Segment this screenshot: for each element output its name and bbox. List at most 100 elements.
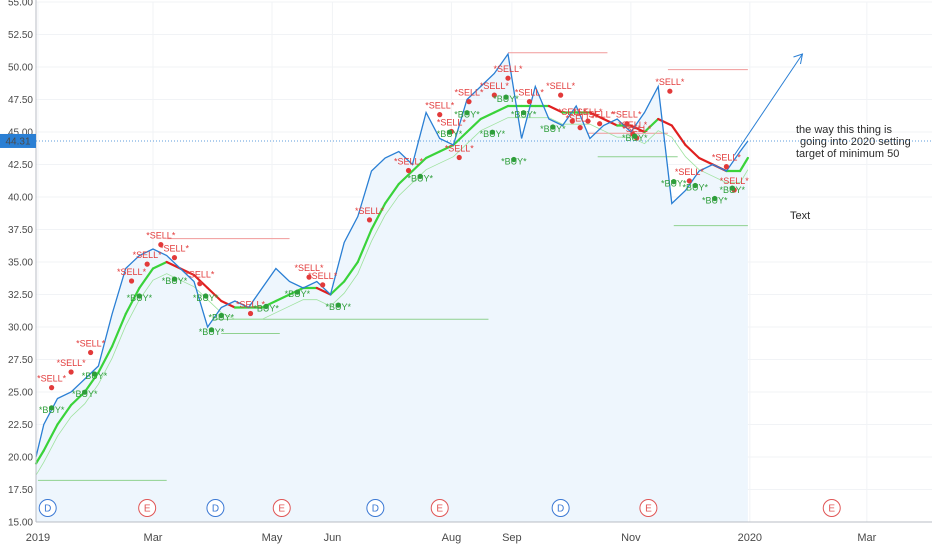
earnings-marker (822, 499, 841, 517)
sell-signal-label: *SELL* (133, 250, 163, 260)
sell-signal-label: *SELL* (573, 107, 603, 117)
buy-signal-label: *BUY* (661, 179, 687, 189)
annotation-text: Text (790, 210, 810, 222)
x-tick-label: Sep (502, 532, 522, 544)
buy-signal-label: *BUY* (209, 313, 235, 323)
buy-dot (550, 124, 556, 130)
moving-average (34, 104, 749, 476)
x-tick-label: Mar (144, 532, 163, 544)
annotation-note-line: the way this thing is (796, 124, 892, 136)
y-tick-label: 47.50 (8, 95, 33, 106)
earnings-marker-label: E (645, 504, 652, 515)
x-tick-label: May (262, 532, 283, 544)
earnings-marker-label: E (436, 504, 443, 515)
sell-dot (577, 125, 583, 131)
sell-signal-label: *SELL* (546, 81, 576, 91)
buy-signal-label: *BUY* (540, 124, 566, 134)
y-tick-label: 25.00 (8, 388, 33, 399)
sell-signal-label: *SELL* (454, 88, 484, 98)
sell-dot (491, 92, 497, 98)
sell-signal-label: *SELL* (720, 176, 750, 186)
x-tick-label: Jun (324, 532, 342, 544)
buy-signal-label: *BUY* (127, 293, 153, 303)
buy-dot (335, 302, 341, 308)
moving-average-segment (629, 124, 646, 134)
moving-average-segment (356, 228, 373, 264)
dividend-marker-label: D (557, 504, 564, 515)
moving-average-segment (588, 111, 605, 121)
sell-dot (247, 310, 254, 317)
buy-signal-label: *BUY* (72, 389, 98, 399)
dividend-marker (366, 499, 385, 517)
sell-dot (624, 121, 630, 127)
moving-average-segment (397, 169, 414, 186)
sell-dot (585, 118, 591, 124)
buy-dot (446, 129, 453, 135)
moving-average-segment (370, 202, 387, 231)
sell-dot (197, 281, 203, 287)
moving-average-segment (206, 286, 223, 303)
moving-average-segment (698, 156, 714, 166)
sell-dot (597, 121, 603, 127)
sell-dot (558, 92, 564, 98)
y-tick-label: 17.50 (8, 485, 33, 496)
buy-signal-label: *BUY* (39, 405, 65, 415)
buy-dot (511, 156, 517, 163)
buy-signal-label: *BUY* (199, 327, 225, 337)
y-tick-label: 50.00 (8, 63, 33, 74)
moving-average-segment (151, 260, 168, 270)
moving-average-segment (684, 143, 701, 160)
x-tick-label: Aug (442, 532, 462, 544)
moving-average-segment (424, 150, 441, 160)
buy-dot (294, 289, 300, 295)
buy-signal-label: *BUY* (82, 371, 108, 381)
moving-average-segment (42, 423, 59, 452)
sell-dot (171, 255, 178, 261)
sell-dot (68, 369, 74, 375)
price-area-fill (36, 54, 748, 522)
earnings-marker (138, 499, 157, 517)
moving-average-segment (56, 403, 73, 426)
y-tick-label: 15.00 (8, 518, 33, 529)
buy-signal-label: *BUY* (162, 276, 188, 286)
sell-signal-label: *SELL* (618, 120, 648, 130)
sell-signal-label: *SELL* (480, 81, 510, 91)
moving-average-segment (438, 143, 455, 153)
earnings-marker (430, 499, 449, 517)
earnings-marker (272, 499, 291, 517)
buy-dot (417, 173, 423, 179)
buy-dot (203, 293, 209, 299)
y-tick-label: 27.50 (8, 355, 33, 366)
sell-signal-label: *SELL* (295, 263, 325, 273)
y-tick-label: 37.50 (8, 225, 33, 236)
sell-signal-label: *SELL* (57, 358, 87, 368)
sell-dot (466, 99, 472, 105)
moving-average-segment (493, 104, 510, 114)
earnings-marker-label: E (828, 504, 835, 515)
sell-dot (569, 118, 575, 124)
sell-signal-label: *SELL* (146, 231, 176, 241)
buy-signal-label: *BUY* (326, 302, 352, 312)
sell-signal-label: *SELL* (185, 270, 215, 280)
signal-labels: *SELL**SELL**SELL**BUY**BUY**BUY**SELL**… (37, 64, 749, 415)
buy-dot (49, 405, 55, 411)
moving-average-segment (547, 104, 564, 114)
buy-dot (263, 303, 269, 309)
price-area (36, 54, 748, 522)
buy-dot (489, 129, 495, 135)
sell-signal-label: *SELL* (585, 110, 615, 120)
dividend-marker-label: D (372, 504, 379, 515)
dividend-marker-label: D (44, 504, 51, 515)
sell-dot (306, 274, 312, 280)
sell-dot (158, 242, 164, 248)
sell-dot (526, 99, 533, 105)
buy-signal-label: *BUY* (622, 133, 648, 143)
buy-dot (218, 312, 224, 319)
y-tick-label: 40.00 (8, 193, 33, 204)
moving-average-segment (165, 260, 182, 270)
moving-average-segment (657, 117, 673, 127)
buy-dot (671, 179, 677, 185)
